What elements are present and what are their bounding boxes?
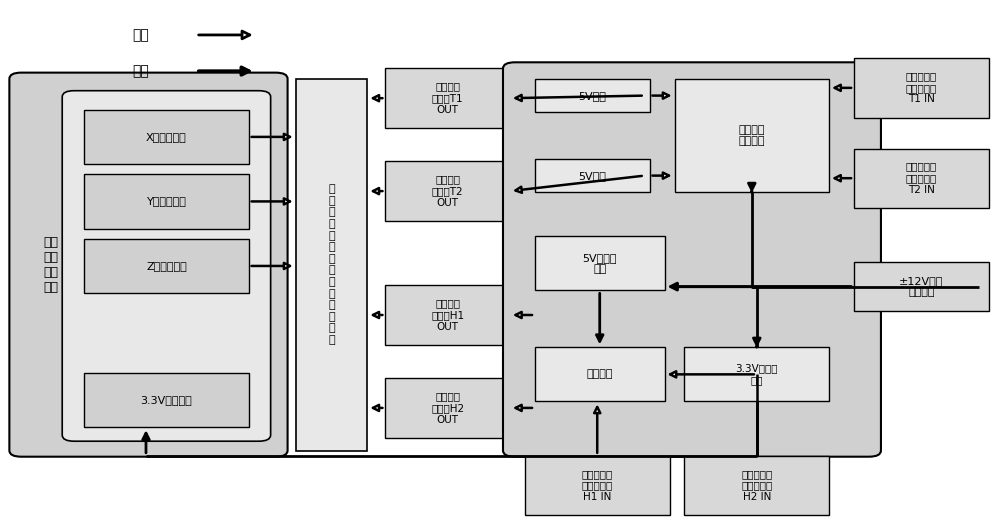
Text: ±12V直流
电源供电: ±12V直流 电源供电 <box>899 276 944 297</box>
Bar <box>535 79 650 113</box>
Text: 信号: 信号 <box>133 28 149 42</box>
FancyBboxPatch shape <box>9 73 288 457</box>
Bar <box>535 159 650 193</box>
Bar <box>854 148 989 208</box>
Text: 5V稳压: 5V稳压 <box>578 91 606 101</box>
Bar <box>84 174 249 228</box>
Bar <box>854 58 989 117</box>
Bar <box>684 347 829 402</box>
Bar <box>385 161 510 221</box>
Text: 5V稳压: 5V稳压 <box>578 171 606 181</box>
Text: 第二路温
度输出T2
OUT: 第二路温 度输出T2 OUT <box>432 174 463 208</box>
Text: 七
路
信
号
采
集
及
数
据
分
析
与
储
存: 七 路 信 号 采 集 及 数 据 分 析 与 储 存 <box>328 184 335 345</box>
Bar <box>684 456 829 515</box>
FancyBboxPatch shape <box>62 91 271 441</box>
Text: 供电: 供电 <box>133 64 149 78</box>
Text: 5V稳压三
极管: 5V稳压三 极管 <box>582 253 617 274</box>
FancyBboxPatch shape <box>503 62 881 457</box>
Bar <box>84 110 249 164</box>
Text: 第一路霍
尔输出H1
OUT: 第一路霍 尔输出H1 OUT <box>431 298 464 332</box>
Text: 第一路温度
传感器输入
T1 IN: 第一路温度 传感器输入 T1 IN <box>906 71 937 104</box>
Text: 运算放大
调理电路: 运算放大 调理电路 <box>739 125 765 146</box>
Text: 第二路霍尔
传感器输入
H2 IN: 第二路霍尔 传感器输入 H2 IN <box>741 469 772 502</box>
Bar <box>525 456 670 515</box>
Text: X轴信号滤波: X轴信号滤波 <box>146 132 187 142</box>
Bar <box>535 347 665 402</box>
Bar <box>84 239 249 293</box>
Bar <box>385 378 510 438</box>
Bar <box>84 373 249 427</box>
Text: Y轴信号滤波: Y轴信号滤波 <box>146 196 186 207</box>
Text: 第一路温
度输出T1
OUT: 第一路温 度输出T1 OUT <box>432 81 463 115</box>
Text: 第一路霍尔
传感器输入
H1 IN: 第一路霍尔 传感器输入 H1 IN <box>582 469 613 502</box>
Text: 加速
度传
感器
芯片: 加速 度传 感器 芯片 <box>44 236 59 294</box>
Bar <box>385 69 510 128</box>
Bar <box>385 285 510 345</box>
Text: 3.3V稳压三
极管: 3.3V稳压三 极管 <box>736 363 778 385</box>
Text: Z轴信号滤波: Z轴信号滤波 <box>146 261 187 271</box>
Bar <box>675 79 829 193</box>
Bar <box>854 262 989 311</box>
Text: 第二路霍
尔输出H2
OUT: 第二路霍 尔输出H2 OUT <box>431 391 464 425</box>
Text: 3.3V供电滤波: 3.3V供电滤波 <box>141 395 192 405</box>
Bar <box>296 79 367 450</box>
Text: 信号调理: 信号调理 <box>586 370 613 379</box>
Text: 第二路温度
传感器输入
T2 IN: 第二路温度 传感器输入 T2 IN <box>906 161 937 195</box>
Bar <box>535 236 665 291</box>
